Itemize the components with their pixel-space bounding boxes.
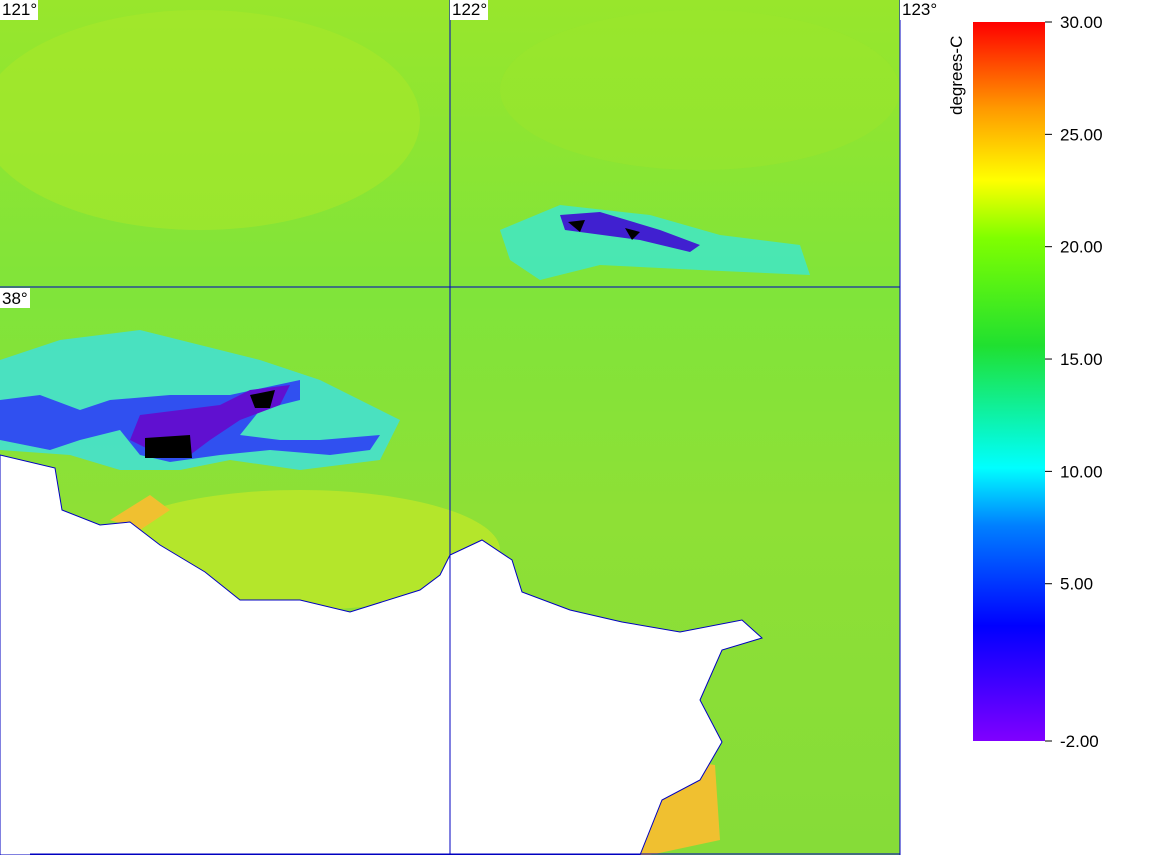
colorbar-scale — [973, 22, 1045, 741]
colorbar-tick-label: -2.00 — [1060, 732, 1099, 751]
lon-label: 121° — [2, 0, 37, 19]
colorbar-tick-label: 5.00 — [1060, 575, 1093, 594]
lon-label: 122° — [452, 0, 487, 19]
colorbar: degrees-C 30.00 25.00 20.00 15.00 10.00 5.00 -… — [947, 13, 1103, 751]
colorbar-unit: degrees-C — [947, 36, 966, 115]
colorbar-tick-label: 30.00 — [1060, 13, 1103, 32]
colorbar-tick-label: 20.00 — [1060, 238, 1103, 257]
lon-label: 123° — [902, 0, 937, 19]
colorbar-tick-label: 25.00 — [1060, 125, 1103, 144]
colorbar-tick-label: 15.00 — [1060, 350, 1103, 369]
colorbar-tick-label: 10.00 — [1060, 462, 1103, 481]
lat-label: 38° — [2, 289, 28, 308]
sst-map: 121° 122° 123° 38° — [0, 0, 938, 856]
